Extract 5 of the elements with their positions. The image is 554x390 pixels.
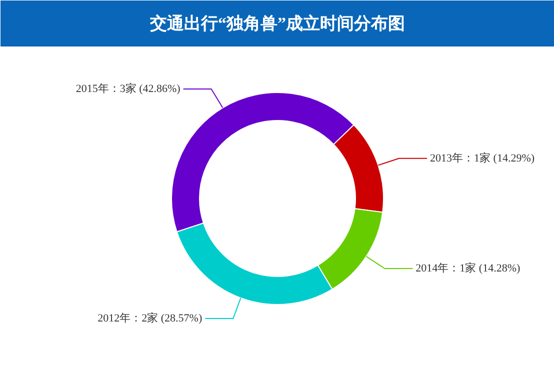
- slice-label: 2015年：3家 (42.86%): [76, 82, 181, 95]
- chart-title: 交通出行“独角兽”成立时间分布图: [149, 14, 405, 33]
- slice-label: 2014年：1家 (14.28%): [416, 261, 520, 274]
- slice-label: 2012年：2家 (28.57%): [98, 312, 202, 325]
- slice-label: 2013年：1家 (14.29%): [430, 151, 535, 164]
